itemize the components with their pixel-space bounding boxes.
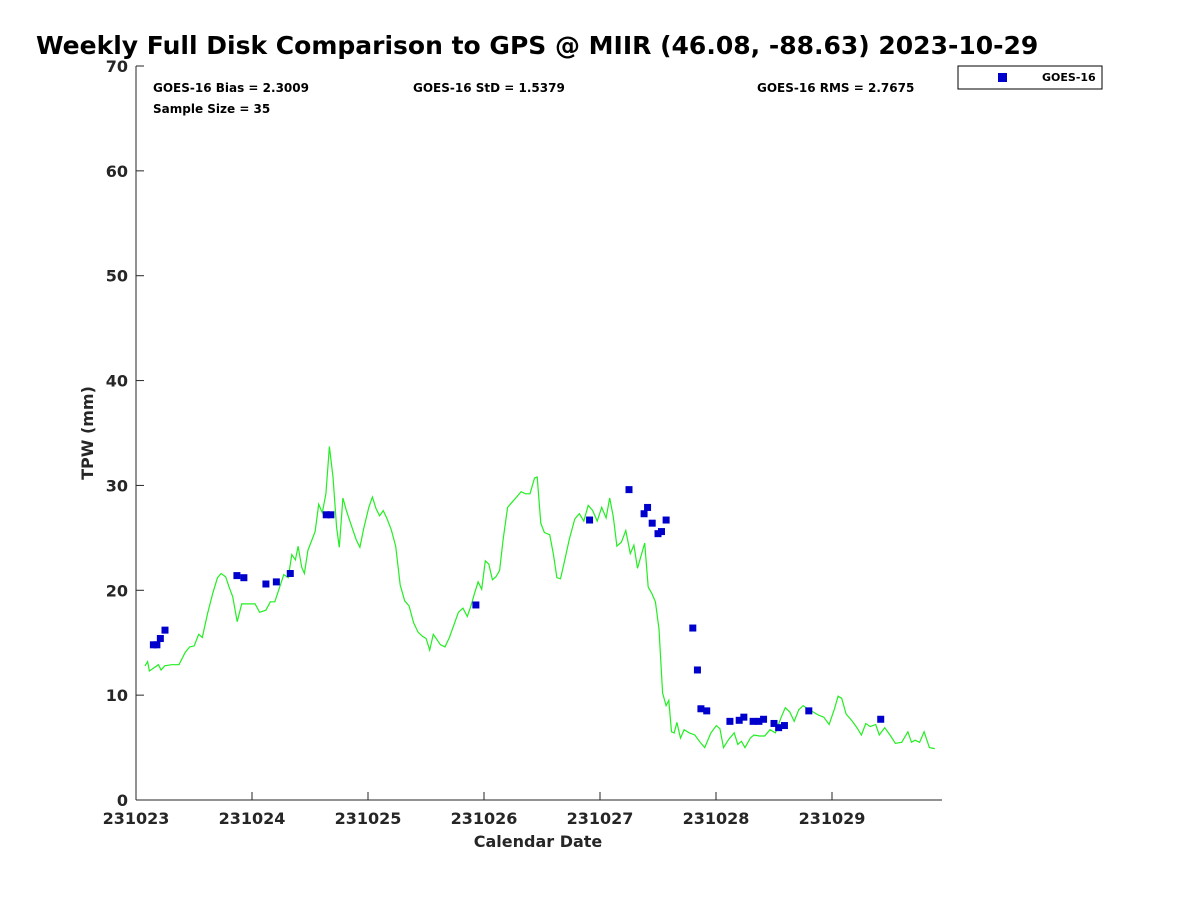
goes16-data-point — [805, 707, 813, 715]
goes16-data-point — [697, 705, 705, 713]
goes16-data-point — [703, 707, 711, 715]
goes16-data-point — [153, 641, 161, 649]
goes16-data-point — [770, 719, 778, 727]
x-tick-label: 231024 — [219, 809, 286, 828]
sample-size-stat: Sample Size = 35 — [153, 102, 270, 116]
y-tick-label: 50 — [106, 267, 128, 286]
chart-title: Weekly Full Disk Comparison to GPS @ MII… — [36, 31, 1038, 60]
goes16-data-point — [644, 503, 652, 511]
goes16-data-point — [322, 511, 330, 519]
goes16-data-point — [233, 572, 241, 580]
y-tick-label: 60 — [106, 162, 128, 181]
y-tick-label: 10 — [106, 686, 128, 705]
x-tick-label: 231023 — [103, 809, 170, 828]
goes16-data-point — [156, 635, 164, 643]
goes16-data-point — [272, 578, 280, 586]
legend-marker-goes16 — [998, 73, 1007, 82]
goes16-points-layer — [149, 486, 885, 732]
goes16-data-point — [689, 624, 697, 632]
y-tick-label: 70 — [106, 57, 128, 76]
goes16-data-point — [286, 570, 294, 578]
goes16-data-point — [625, 486, 633, 494]
goes16-data-point — [693, 666, 701, 674]
legend-label-goes16: GOES-16 — [1042, 71, 1096, 84]
goes16-data-point — [877, 715, 885, 723]
x-tick-label: 231027 — [567, 809, 634, 828]
goes16-data-point — [740, 713, 748, 721]
goes16-data-point — [327, 511, 335, 519]
goes16-data-point — [240, 574, 248, 582]
goes16-data-point — [472, 601, 480, 609]
x-tick-label: 231028 — [683, 809, 750, 828]
goes16-data-point — [262, 580, 270, 588]
x-tick-label: 231025 — [335, 809, 402, 828]
std-stat: GOES-16 StD = 1.5379 — [413, 81, 565, 95]
goes16-data-point — [780, 722, 788, 730]
goes16-data-point — [735, 716, 743, 724]
x-tick-label: 231026 — [451, 809, 518, 828]
y-tick-label: 40 — [106, 372, 128, 391]
goes16-data-point — [586, 516, 594, 524]
goes16-data-point — [726, 717, 734, 725]
x-axis-label: Calendar Date — [474, 832, 603, 851]
y-axis-label: TPW (mm) — [78, 386, 97, 480]
legend-box — [957, 65, 1103, 90]
gps-tpw-line — [144, 446, 935, 750]
goes16-data-point — [161, 626, 169, 634]
goes16-data-point — [749, 717, 757, 725]
goes16-data-point — [760, 715, 768, 723]
goes16-data-point — [662, 516, 670, 524]
goes16-data-point — [640, 510, 648, 518]
y-tick-label: 20 — [106, 581, 128, 600]
rms-stat: GOES-16 RMS = 2.7675 — [757, 81, 914, 95]
gps-line-layer — [144, 446, 935, 750]
goes16-data-point — [775, 724, 783, 732]
x-tick-label: 231029 — [799, 809, 866, 828]
goes16-data-point — [755, 717, 763, 725]
y-tick-label: 30 — [106, 476, 128, 495]
legend: GOES-16 — [957, 65, 1103, 90]
plot-area — [136, 66, 942, 800]
goes16-data-point — [648, 519, 656, 527]
y-tick-label: 0 — [117, 791, 128, 810]
bias-stat: GOES-16 Bias = 2.3009 — [153, 81, 309, 95]
goes16-data-point — [657, 528, 665, 536]
